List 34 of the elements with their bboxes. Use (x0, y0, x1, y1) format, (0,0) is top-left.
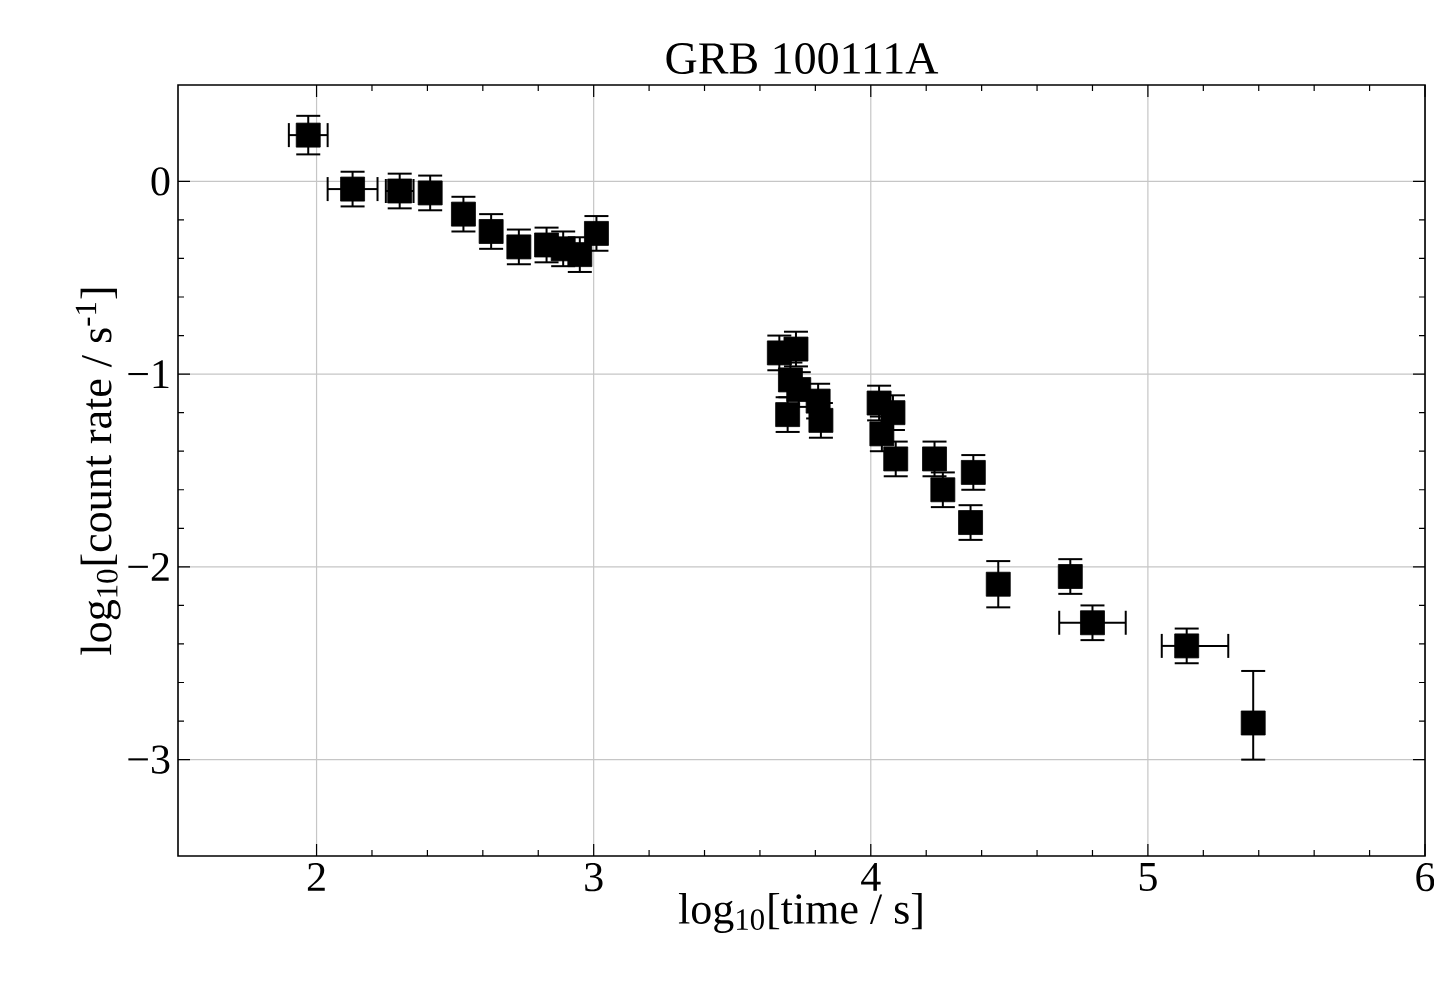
y-tick-label: 0 (151, 167, 170, 196)
point (783, 336, 809, 362)
point (869, 421, 895, 447)
y-tick-label: −1 (128, 360, 169, 388)
point (567, 242, 593, 268)
y-tick-label: −3 (128, 745, 170, 774)
point (1057, 564, 1083, 589)
chart-title: GRB 100111A (666, 42, 939, 74)
point (478, 219, 504, 244)
y-axis-title: log$_{10}$[count rate / s$^{-1}$] (75, 288, 121, 655)
x-tick-label: 5 (1139, 863, 1157, 891)
point (808, 407, 834, 433)
x-tick-label: 6 (1416, 863, 1434, 892)
point (922, 446, 947, 472)
point (340, 176, 365, 202)
point (775, 402, 801, 427)
point (930, 477, 956, 503)
point (960, 460, 986, 485)
point (883, 446, 909, 472)
x-tick-label: 2 (307, 863, 325, 891)
x-tick-label: 3 (585, 863, 603, 892)
point (584, 221, 609, 246)
x-axis-title: log$_{10}$[time / s] (678, 892, 922, 933)
point (1174, 633, 1200, 659)
point (295, 122, 321, 148)
y-tick-label: −2 (128, 552, 169, 581)
point (451, 201, 476, 227)
point (985, 571, 1011, 597)
point (506, 234, 532, 260)
point (1080, 610, 1105, 636)
point (417, 180, 443, 206)
x-tick-label: 4 (861, 863, 881, 891)
point (958, 510, 983, 535)
point (1240, 710, 1266, 736)
